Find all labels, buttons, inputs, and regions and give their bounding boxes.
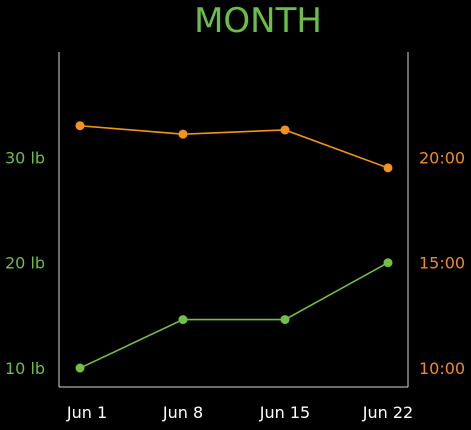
series-layer — [75, 121, 393, 373]
data-point-right — [75, 121, 85, 131]
data-point-left — [280, 315, 290, 325]
x-tick-label: Jun 8 — [162, 403, 203, 422]
x-tick-label: Jun 15 — [259, 403, 310, 422]
data-point-right — [178, 129, 188, 139]
left-tick-label: 10 lb — [5, 359, 45, 378]
data-point-left — [75, 363, 85, 373]
right-tick-label: 20:00 — [419, 148, 465, 167]
data-point-right — [383, 163, 393, 173]
right-axis-ticks: 10:00 15:00 20:00 — [419, 148, 465, 378]
right-tick-label: 15:00 — [419, 254, 465, 273]
data-point-left — [383, 258, 393, 268]
chart-title: MONTH — [194, 1, 322, 41]
x-axis-ticks: Jun 1 Jun 8 Jun 15 Jun 22 — [66, 403, 413, 422]
right-tick-label: 10:00 — [419, 359, 465, 378]
left-tick-label: 30 lb — [5, 148, 45, 167]
data-point-left — [178, 315, 188, 325]
series-line-left — [79, 261, 389, 369]
data-point-right — [280, 125, 290, 135]
left-axis-ticks: 10 lb 20 lb 30 lb — [5, 148, 45, 378]
left-tick-label: 20 lb — [5, 254, 45, 273]
x-tick-label: Jun 22 — [362, 403, 413, 422]
x-tick-label: Jun 1 — [66, 403, 107, 422]
series-line-right — [79, 124, 389, 169]
